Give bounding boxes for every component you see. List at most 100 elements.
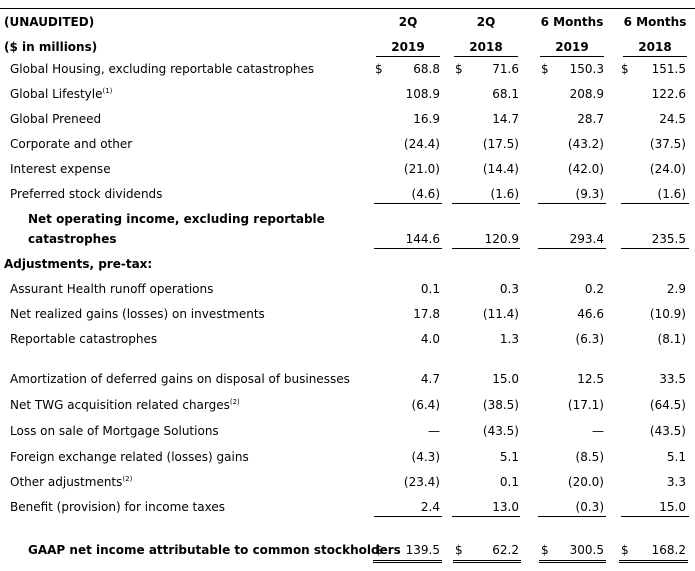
- cell-value: (1.6): [657, 187, 686, 201]
- cell-value: 28.7: [577, 112, 604, 126]
- cell-value: —: [428, 424, 440, 438]
- total-rule: [374, 516, 442, 517]
- currency-symbol: $: [621, 62, 629, 76]
- currency-symbol: $: [455, 62, 463, 76]
- cell-value: 1.3: [499, 332, 519, 346]
- cell-value: (24.4): [403, 137, 440, 151]
- cell-value: (43.5): [649, 424, 686, 438]
- cell-value: 108.9: [405, 87, 440, 101]
- cell-value: (20.0): [567, 475, 604, 489]
- total-rule: [538, 516, 606, 517]
- cell-value: (0.3): [575, 500, 604, 514]
- row-label: Global Housing, excluding reportable cat…: [10, 62, 315, 76]
- cell-value: (43.2): [567, 137, 604, 151]
- cell-value: (64.5): [649, 398, 686, 412]
- net-operating-label-cont: catastrophes: [28, 232, 117, 246]
- currency-symbol: $: [455, 543, 463, 557]
- cell-value: (4.3): [411, 450, 440, 464]
- gaap-value: 300.5: [569, 543, 604, 557]
- subtotal-rule: [452, 203, 520, 204]
- row-label: Benefit (provision) for income taxes: [10, 500, 225, 514]
- cell-value: (17.5): [482, 137, 519, 151]
- currency-symbol: $: [375, 543, 383, 557]
- column-header-year: 2018: [638, 40, 672, 54]
- total-rule: [452, 516, 520, 517]
- cell-value: 68.1: [492, 87, 519, 101]
- cell-value: (14.4): [482, 162, 519, 176]
- net-operating-rule: [621, 248, 689, 249]
- grand-total-rule: [619, 560, 688, 563]
- row-label: Net TWG acquisition related charges(2): [10, 398, 240, 412]
- net-operating-value: 144.6: [405, 232, 440, 246]
- cell-value: (4.6): [411, 187, 440, 201]
- gaap-value: 62.2: [492, 543, 519, 557]
- row-label: Reportable catastrophes: [10, 332, 158, 346]
- currency-symbol: $: [375, 62, 383, 76]
- column-header-period: 2Q: [398, 15, 418, 29]
- cell-value: (9.3): [575, 187, 604, 201]
- cell-value: 208.9: [569, 87, 604, 101]
- cell-value: 0.1: [420, 282, 440, 296]
- cell-value: (6.3): [575, 332, 604, 346]
- cell-value: 4.7: [420, 372, 440, 386]
- column-header-year: 2019: [555, 40, 589, 54]
- cell-value: (38.5): [482, 398, 519, 412]
- grand-total-rule: [539, 560, 606, 563]
- cell-value: 5.1: [499, 450, 519, 464]
- cell-value: 5.1: [666, 450, 686, 464]
- column-header-rule: [454, 56, 518, 57]
- cell-value: 15.0: [492, 372, 519, 386]
- cell-value: 3.3: [666, 475, 686, 489]
- subtotal-rule: [538, 203, 606, 204]
- cell-value: (1.6): [490, 187, 519, 201]
- cell-value: 122.6: [651, 87, 686, 101]
- cell-value: (8.1): [657, 332, 686, 346]
- cell-value: 2.4: [420, 500, 440, 514]
- cell-value: 0.2: [584, 282, 604, 296]
- cell-value: (8.5): [575, 450, 604, 464]
- cell-value: 151.5: [651, 62, 686, 76]
- gaap-value: 139.5: [405, 543, 440, 557]
- net-operating-value: 235.5: [651, 232, 686, 246]
- row-label: Amortization of deferred gains on dispos…: [10, 372, 350, 386]
- unaudited-label: (UNAUDITED): [4, 15, 95, 29]
- total-rule: [621, 516, 689, 517]
- currency-symbol: $: [541, 62, 549, 76]
- cell-value: 2.9: [666, 282, 686, 296]
- cell-value: 17.8: [413, 307, 440, 321]
- net-operating-rule: [374, 248, 442, 249]
- column-header-period: 6 Months: [540, 15, 604, 29]
- cell-value: 24.5: [659, 112, 686, 126]
- cell-value: 68.8: [413, 62, 440, 76]
- cell-value: 33.5: [659, 372, 686, 386]
- cell-value: (37.5): [649, 137, 686, 151]
- cell-value: (6.4): [411, 398, 440, 412]
- top-rule: [0, 8, 695, 9]
- subtotal-rule: [374, 203, 442, 204]
- adjustments-heading: Adjustments, pre-tax:: [4, 257, 153, 271]
- cell-value: 16.9: [413, 112, 440, 126]
- grand-total-rule: [453, 560, 521, 563]
- row-label: Corporate and other: [10, 137, 133, 151]
- cell-value: 4.0: [420, 332, 440, 346]
- row-label: Other adjustments(2): [10, 475, 133, 489]
- cell-value: (43.5): [482, 424, 519, 438]
- row-label: Foreign exchange related (losses) gains: [10, 450, 249, 464]
- gaap-net-income-label: GAAP net income attributable to common s…: [28, 543, 401, 557]
- row-label: Interest expense: [10, 162, 111, 176]
- net-operating-label: Net operating income, excluding reportab…: [28, 212, 325, 226]
- units-label: ($ in millions): [4, 40, 98, 54]
- column-header-year: 2018: [469, 40, 503, 54]
- row-label: Loss on sale of Mortgage Solutions: [10, 424, 219, 438]
- footnote-marker: (2): [229, 398, 240, 406]
- footnote-marker: (2): [122, 475, 133, 483]
- cell-value: (17.1): [567, 398, 604, 412]
- cell-value: 14.7: [492, 112, 519, 126]
- row-label: Global Preneed: [10, 112, 102, 126]
- column-header-rule: [540, 56, 604, 57]
- net-operating-rule: [452, 248, 520, 249]
- currency-symbol: $: [541, 543, 549, 557]
- cell-value: (11.4): [482, 307, 519, 321]
- cell-value: (23.4): [403, 475, 440, 489]
- cell-value: 46.6: [577, 307, 604, 321]
